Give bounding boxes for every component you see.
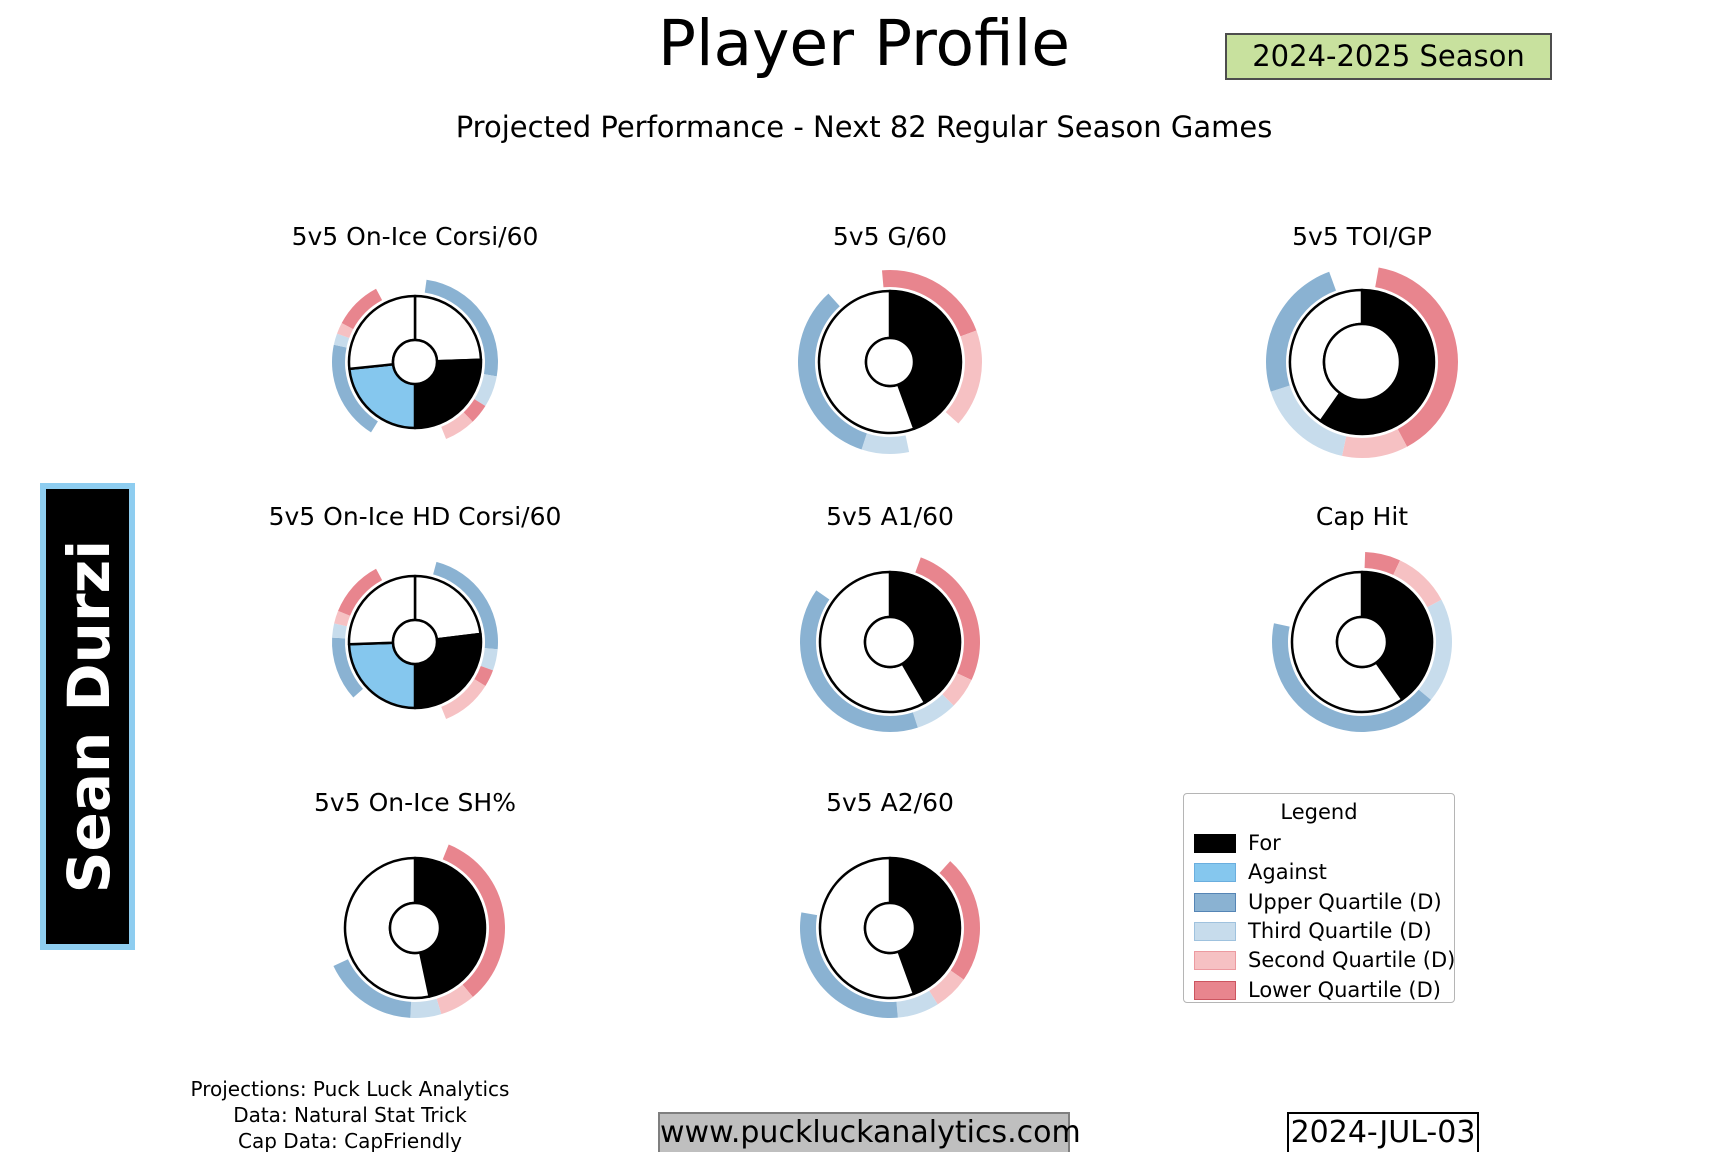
donut-hole xyxy=(863,615,917,669)
credits-text: Projections: Puck Luck Analytics Data: N… xyxy=(180,1076,520,1152)
quartile-arc-second xyxy=(1393,560,1442,608)
legend-row-second-quartile-d: Second Quartile (D) xyxy=(1184,947,1456,976)
quartile-arc-second xyxy=(945,330,982,424)
legend-label: For xyxy=(1248,831,1281,855)
quartile-arc-second xyxy=(441,412,473,439)
quartile-arc-lower xyxy=(1364,552,1401,575)
chart-title-a160: 5v5 A1/60 xyxy=(826,502,954,531)
chart-title-a260: 5v5 A2/60 xyxy=(826,788,954,817)
legend: Legend For Against Upper Quartile (D) Third… xyxy=(1183,793,1455,1003)
quartile-arc-upper xyxy=(332,637,363,698)
donut-hole xyxy=(864,336,916,388)
legend-label: Upper Quartile (D) xyxy=(1248,889,1442,914)
player-name: Sean Durzi xyxy=(55,539,123,894)
quartile-arc-lower xyxy=(341,288,383,330)
donut-hole xyxy=(1335,615,1389,669)
chart-title-corsi60: 5v5 On-Ice Corsi/60 xyxy=(291,222,539,251)
donut-hole xyxy=(388,901,442,955)
quartile-arc-upper xyxy=(1266,271,1337,392)
season-badge: 2024-2025 Season xyxy=(1225,33,1552,80)
player-name-plate: Sean Durzi xyxy=(40,483,135,950)
quartile-arc-lower xyxy=(939,861,980,980)
legend-label: Third Quartile (D) xyxy=(1248,918,1432,943)
legend-row-lower-quartile-d: Lower Quartile (D) xyxy=(1184,977,1454,1006)
quartile-arc-third xyxy=(474,374,497,406)
quartile-arc-upper xyxy=(800,590,918,732)
donut-hole xyxy=(863,901,917,955)
legend-swatch xyxy=(1194,921,1236,941)
donut-hole xyxy=(391,618,439,666)
legend-swatch xyxy=(1194,951,1236,971)
quartile-arc-third xyxy=(410,998,442,1018)
quartile-arc-third xyxy=(912,694,954,728)
donut-chart-g60 xyxy=(798,270,982,454)
quartile-arc-second xyxy=(334,610,351,627)
quartile-arc-second xyxy=(436,984,473,1015)
quartile-arc-upper xyxy=(333,959,412,1018)
donut-chart-toigp xyxy=(1266,267,1458,458)
quartile-arc-third xyxy=(333,333,350,348)
chart-title-toigp: 5v5 TOI/GP xyxy=(1292,222,1432,251)
quartile-arc-second xyxy=(942,673,972,706)
quartile-arc-third xyxy=(861,433,910,454)
website-label: www.puckluckanalytics.com xyxy=(658,1112,1081,1152)
quartile-arc-upper xyxy=(433,561,498,650)
credits-line-cap: Cap Data: CapFriendly xyxy=(238,1129,462,1152)
quartile-arc-lower xyxy=(881,270,977,337)
quartile-arc-upper xyxy=(1272,623,1431,732)
chart-title-sh: 5v5 On-Ice SH% xyxy=(314,788,516,817)
quartile-arc-second xyxy=(929,970,964,1005)
donut-chart-caphit xyxy=(1272,552,1452,732)
quartile-arc-third xyxy=(1418,599,1452,700)
legend-label: Against xyxy=(1248,860,1327,885)
quartile-arc-third xyxy=(480,648,498,671)
legend-label: Second Quartile (D) xyxy=(1248,948,1456,973)
donut-chart-a260 xyxy=(800,856,980,1018)
legend-row-upper-quartile-d: Upper Quartile (D) xyxy=(1184,889,1454,918)
legend-swatch xyxy=(1194,980,1236,1000)
legend-label: Lower Quartile (D) xyxy=(1248,977,1441,1002)
figure-subtitle: Projected Performance - Next 82 Regular … xyxy=(455,110,1273,144)
donut-hole xyxy=(1322,322,1402,402)
quartile-arc-lower xyxy=(463,399,486,422)
quartile-arc-lower xyxy=(338,568,383,616)
legend-title: Legend xyxy=(1280,800,1358,824)
quartile-arc-third xyxy=(332,623,347,639)
quartile-arc-lower xyxy=(442,844,505,997)
legend-swatch xyxy=(1194,863,1236,883)
donut-chart-sh xyxy=(333,844,505,1018)
quartile-arc-upper xyxy=(424,279,498,377)
quartile-arc-lower xyxy=(1375,267,1458,447)
donut-chart-corsi60 xyxy=(332,279,498,439)
date-label: 2024-JUL-03 xyxy=(1287,1112,1479,1152)
donut-hole xyxy=(391,338,439,386)
quartile-arc-lower xyxy=(474,665,493,686)
legend-swatch xyxy=(1194,834,1236,853)
quartile-arc-second xyxy=(441,679,486,719)
legend-row-third-quartile-d: Third Quartile (D) xyxy=(1184,918,1454,947)
quartile-arc-second xyxy=(1342,429,1408,458)
quartile-arc-lower xyxy=(915,557,980,681)
quartile-arc-third xyxy=(1270,385,1347,456)
credits-line-projections: Projections: Puck Luck Analytics xyxy=(190,1077,510,1101)
quartile-arc-upper xyxy=(332,344,378,433)
credits-line-data: Data: Natural Stat Trick xyxy=(233,1103,467,1127)
quartile-arc-upper xyxy=(798,293,867,450)
legend-row-for: For xyxy=(1184,830,1454,859)
donut-chart-a160 xyxy=(800,557,980,732)
page-title: Player Profile xyxy=(658,7,1070,80)
quartile-arc-upper xyxy=(800,912,898,1018)
chart-title-hdcorsi60: 5v5 On-Ice HD Corsi/60 xyxy=(268,502,562,531)
quartile-arc-second xyxy=(337,323,354,339)
chart-title-g60: 5v5 G/60 xyxy=(832,222,948,251)
chart-title-caphit: Cap Hit xyxy=(1315,502,1409,531)
legend-row-against: Against xyxy=(1184,859,1454,888)
legend-swatch xyxy=(1194,892,1236,912)
quartile-arc-third xyxy=(896,990,938,1018)
donut-chart-hdcorsi60 xyxy=(332,561,498,719)
